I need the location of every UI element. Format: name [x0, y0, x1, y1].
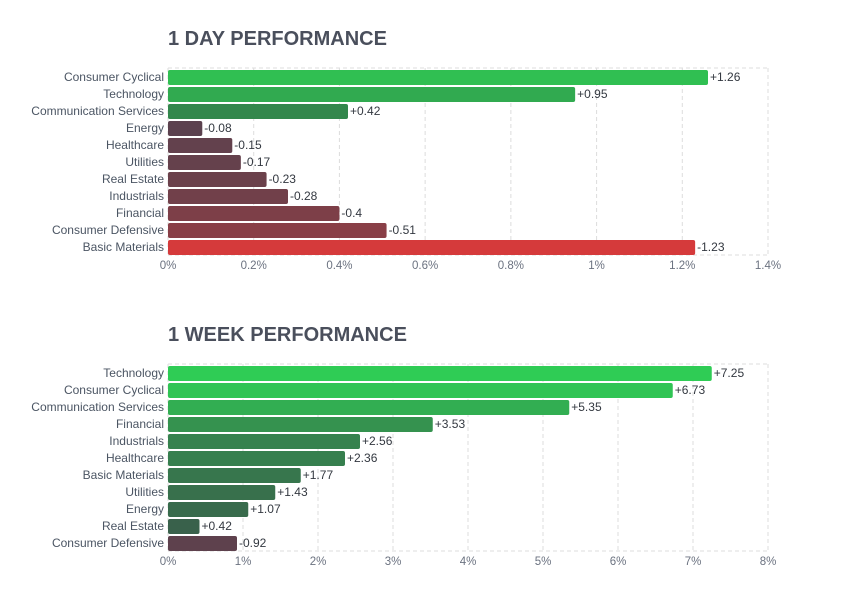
- x-tick-label: 3%: [385, 556, 402, 568]
- chart-0: 0% 0.2% 0.4% 0.6% 0.8% 1% 1.2% 1.4% Consumer Cyc…: [31, 67, 781, 272]
- value-label: -0.28: [290, 189, 318, 203]
- bar-consumer-defensive: [168, 223, 387, 238]
- x-tick-label: 0.2%: [241, 260, 267, 272]
- bar-communication-services: [168, 104, 348, 119]
- x-tick-label: 0.6%: [412, 260, 438, 272]
- value-label: -0.15: [234, 138, 262, 152]
- bar-consumer-defensive: [168, 536, 237, 551]
- x-tick-label: 0%: [160, 260, 177, 272]
- value-label: -0.92: [239, 536, 267, 550]
- chart-1: 0% 1% 2% 3% 4% 5% 6% 7% 8% Technology +7.25 Consume…: [31, 363, 777, 568]
- bar-financial: [168, 206, 340, 221]
- x-tick-label: 5%: [535, 556, 552, 568]
- x-tick-label: 2%: [310, 556, 327, 568]
- category-label: Consumer Cyclical: [64, 383, 164, 397]
- bar-industrials: [168, 189, 288, 204]
- bar-real-estate: [168, 172, 267, 187]
- category-label: Basic Materials: [83, 240, 164, 254]
- bar-basic-materials: [168, 468, 301, 483]
- category-label: Energy: [126, 121, 164, 135]
- category-label: Real Estate: [102, 519, 164, 533]
- value-label: +3.53: [435, 417, 466, 431]
- value-label: +1.07: [250, 502, 281, 516]
- bar-utilities: [168, 155, 241, 170]
- value-label: +6.73: [675, 383, 706, 397]
- category-label: Financial: [116, 417, 164, 431]
- chart-title-1-week: 1 WEEK PERFORMANCE: [168, 324, 407, 346]
- bar-healthcare: [168, 451, 345, 466]
- category-label: Energy: [126, 502, 164, 516]
- bar-technology: [168, 366, 712, 381]
- bar-financial: [168, 417, 433, 432]
- bar-real-estate: [168, 519, 200, 534]
- category-label: Industrials: [109, 434, 164, 448]
- category-label: Communication Services: [31, 400, 164, 414]
- value-label: +2.36: [347, 451, 378, 465]
- category-label: Consumer Defensive: [52, 536, 164, 550]
- value-label: -1.23: [697, 240, 725, 254]
- category-label: Basic Materials: [83, 468, 164, 482]
- bar-technology: [168, 87, 576, 102]
- value-label: +5.35: [571, 400, 602, 414]
- value-label: +0.42: [202, 519, 233, 533]
- category-label: Healthcare: [106, 451, 164, 465]
- x-tick-label: 1.4%: [755, 260, 781, 272]
- value-label: +1.26: [710, 70, 741, 84]
- bar-healthcare: [168, 138, 233, 153]
- x-tick-label: 6%: [610, 556, 627, 568]
- value-label: -0.4: [341, 206, 362, 220]
- value-label: +1.77: [303, 468, 334, 482]
- value-label: -0.23: [269, 172, 297, 186]
- bar-energy: [168, 121, 203, 136]
- category-label: Utilities: [125, 155, 164, 169]
- x-tick-label: 0.8%: [498, 260, 524, 272]
- category-label: Healthcare: [106, 138, 164, 152]
- value-label: +7.25: [714, 366, 745, 380]
- x-tick-label: 1%: [588, 260, 605, 272]
- bar-energy: [168, 502, 249, 517]
- bar-basic-materials: [168, 240, 696, 255]
- category-label: Industrials: [109, 189, 164, 203]
- category-label: Technology: [103, 366, 164, 380]
- x-tick-label: 4%: [460, 556, 477, 568]
- value-label: +0.95: [577, 87, 608, 101]
- category-label: Financial: [116, 206, 164, 220]
- value-label: +0.42: [350, 104, 381, 118]
- x-tick-label: 0%: [160, 556, 177, 568]
- x-tick-label: 7%: [685, 556, 702, 568]
- bar-utilities: [168, 485, 276, 500]
- value-label: -0.08: [204, 121, 232, 135]
- category-label: Utilities: [125, 485, 164, 499]
- category-label: Consumer Defensive: [52, 223, 164, 237]
- value-label: -0.17: [243, 155, 271, 169]
- x-tick-label: 1%: [235, 556, 252, 568]
- bar-industrials: [168, 434, 360, 449]
- x-tick-label: 8%: [760, 556, 777, 568]
- x-tick-label: 0.4%: [326, 260, 352, 272]
- category-label: Real Estate: [102, 172, 164, 186]
- value-label: +2.56: [362, 434, 393, 448]
- value-label: +1.43: [277, 485, 308, 499]
- x-tick-label: 1.2%: [669, 260, 695, 272]
- bar-consumer-cyclical: [168, 70, 708, 85]
- category-label: Consumer Cyclical: [64, 70, 164, 84]
- bar-communication-services: [168, 400, 570, 415]
- bar-consumer-cyclical: [168, 383, 673, 398]
- category-label: Technology: [103, 87, 164, 101]
- category-label: Communication Services: [31, 104, 164, 118]
- value-label: -0.51: [389, 223, 417, 237]
- chart-title-1-day: 1 DAY PERFORMANCE: [168, 28, 387, 50]
